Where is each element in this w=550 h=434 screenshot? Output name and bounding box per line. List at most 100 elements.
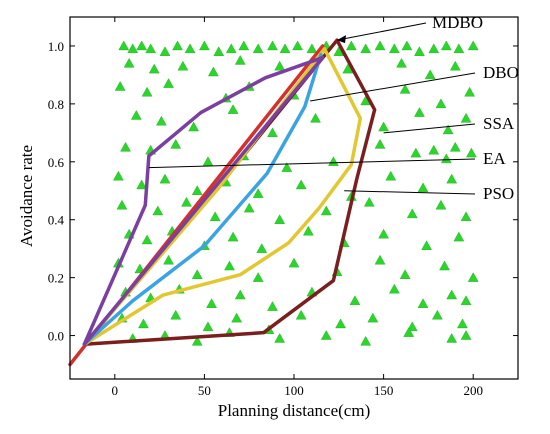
scatter-point bbox=[374, 40, 386, 51]
scatter-point bbox=[181, 196, 192, 207]
y-tick-label: 0.0 bbox=[48, 329, 64, 344]
callout-label-pso: PSO bbox=[483, 184, 514, 203]
scatter-point bbox=[435, 199, 447, 210]
scatter-point bbox=[191, 335, 203, 346]
x-axis-title: Planning distance(cm) bbox=[218, 401, 371, 420]
scatter-point bbox=[449, 141, 461, 152]
callout-arrowhead bbox=[337, 35, 347, 44]
scatter-point bbox=[177, 60, 189, 71]
scatter-point bbox=[145, 43, 156, 54]
scatter-point bbox=[120, 141, 131, 152]
series-line-pso bbox=[82, 55, 325, 346]
scatter-point bbox=[432, 309, 443, 320]
scatter-point bbox=[243, 202, 255, 213]
scatter-point bbox=[467, 272, 479, 282]
scatter-point bbox=[274, 60, 286, 71]
scatter-point bbox=[184, 43, 196, 54]
scatter-point bbox=[288, 257, 300, 268]
scatter-point bbox=[170, 309, 182, 320]
scatter-point bbox=[335, 318, 346, 329]
x-tick-label: 200 bbox=[463, 383, 483, 398]
scatter-point bbox=[163, 78, 174, 88]
y-tick-label: 0.6 bbox=[48, 155, 65, 170]
scatter-point bbox=[138, 318, 149, 329]
scatter-point bbox=[440, 153, 452, 164]
scatter-point bbox=[141, 86, 153, 97]
callout-layer: MDBO DBO SSA EA PSO bbox=[148, 13, 519, 203]
series-layer bbox=[68, 38, 377, 367]
scatter-point bbox=[295, 309, 307, 320]
y-tick-label: 0.8 bbox=[48, 97, 64, 112]
scatter-point bbox=[279, 43, 291, 54]
scatter-point bbox=[206, 298, 217, 308]
scatter-point bbox=[295, 179, 307, 190]
scatter-point bbox=[374, 139, 386, 149]
scatter-point bbox=[374, 254, 386, 265]
scatter-point bbox=[292, 40, 303, 51]
axis-layer: 0 50 100 150 200 0.0 0.2 0.4 0.6 0.8 1.0 bbox=[48, 16, 519, 398]
scatter-point bbox=[446, 333, 458, 343]
scatter-point bbox=[467, 40, 479, 51]
scatter-point bbox=[389, 43, 400, 54]
scatter-point bbox=[202, 156, 214, 167]
scatter-point bbox=[213, 46, 225, 56]
scatter-point bbox=[424, 69, 436, 80]
scatter-point bbox=[396, 57, 407, 68]
scatter-point bbox=[440, 40, 452, 51]
scatter-point bbox=[378, 121, 389, 132]
scatter-point bbox=[421, 240, 432, 250]
scatter-point bbox=[141, 234, 153, 245]
scatter-point bbox=[428, 43, 440, 54]
scatter-point bbox=[136, 179, 148, 190]
scatter-point bbox=[238, 40, 250, 51]
plot-frame bbox=[69, 16, 519, 380]
scatter-point bbox=[466, 147, 477, 158]
scatter-point bbox=[310, 112, 321, 123]
scatter-point bbox=[435, 98, 447, 109]
scatter-point bbox=[227, 231, 239, 242]
scatter-point bbox=[385, 170, 397, 181]
scatter-point bbox=[172, 40, 183, 51]
scatter-point bbox=[152, 205, 164, 216]
scatter-point bbox=[460, 295, 472, 306]
scatter-point bbox=[446, 289, 458, 300]
scatter-point bbox=[209, 211, 221, 222]
y-tick-label: 0.2 bbox=[48, 271, 64, 286]
scatter-point bbox=[464, 86, 475, 97]
scatter-point bbox=[123, 57, 135, 68]
scatter-point bbox=[148, 63, 160, 74]
callout-leader-mdbo bbox=[336, 22, 427, 41]
scatter-point bbox=[410, 147, 422, 158]
scatter-point bbox=[417, 182, 429, 193]
scatter-point bbox=[252, 188, 264, 198]
scatter-point bbox=[274, 333, 286, 343]
x-tick-label: 50 bbox=[198, 383, 211, 398]
scatter-point bbox=[118, 40, 130, 51]
scatter-point bbox=[320, 330, 332, 340]
series-line-ssa bbox=[82, 47, 363, 346]
scatter-point bbox=[256, 243, 268, 253]
scatter-point bbox=[442, 124, 454, 135]
scatter-point bbox=[191, 269, 203, 279]
scatter-point bbox=[320, 205, 332, 216]
scatter-point bbox=[225, 43, 237, 54]
scatter-point bbox=[449, 60, 461, 71]
scatter-point bbox=[136, 40, 148, 51]
scatter-point bbox=[406, 208, 418, 219]
scatter-point bbox=[191, 185, 203, 195]
callout-leader-dbo bbox=[310, 72, 476, 102]
scatter-point bbox=[208, 66, 219, 77]
scatter-point bbox=[267, 127, 278, 138]
callout-leader-pso bbox=[344, 190, 476, 195]
scatter-point bbox=[170, 139, 182, 149]
scatter-point bbox=[267, 40, 278, 51]
scatter-point bbox=[453, 43, 465, 54]
scatter-point bbox=[127, 43, 139, 54]
series-line-ea bbox=[82, 52, 323, 346]
scatter-point bbox=[389, 283, 400, 294]
scatter-point bbox=[367, 312, 379, 323]
scatter-point bbox=[378, 228, 389, 239]
scatter-point bbox=[224, 260, 235, 271]
scatter-point bbox=[234, 289, 246, 300]
